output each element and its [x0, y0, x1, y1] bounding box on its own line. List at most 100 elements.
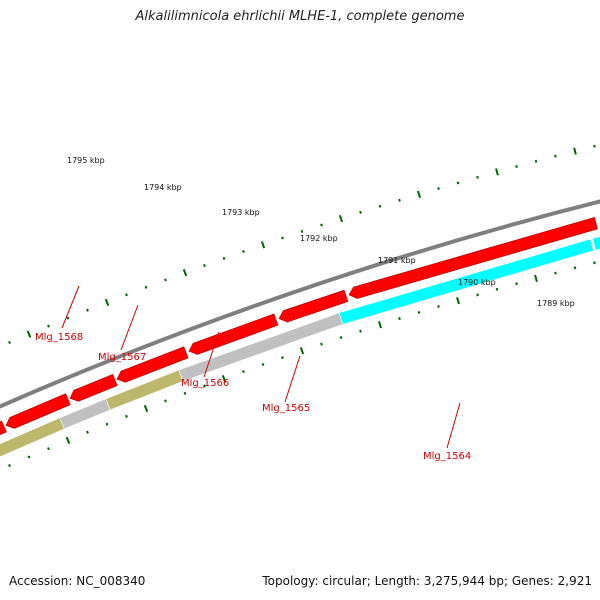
minor-tick [593, 144, 596, 148]
minor-tick [125, 293, 128, 297]
minor-tick [378, 204, 382, 208]
forward-gene-3 [69, 374, 118, 402]
gene-leader-line [61, 285, 80, 329]
forward-strand-track [0, 216, 598, 436]
minor-tick [554, 154, 557, 158]
minor-tick [554, 271, 557, 275]
minor-tick [476, 175, 479, 179]
major-tick [182, 268, 188, 277]
kbp-label: 1794 kbp [144, 183, 182, 192]
minor-tick [203, 263, 206, 267]
minor-tick [183, 391, 187, 395]
gene-leader-line [203, 331, 220, 378]
minor-tick [144, 285, 148, 289]
minor-tick [515, 165, 518, 168]
minor-tick [339, 336, 343, 340]
gene-callout-group: Mlg_1568 Mlg_1567 Mlg_1566 Mlg_1565 Mlg_1564 [35, 285, 471, 462]
minor-tick [359, 329, 362, 333]
minor-tick [8, 464, 11, 468]
forward-gene-1 [0, 420, 7, 436]
gene-leader-line [446, 402, 461, 449]
gene-leader-line [120, 304, 139, 351]
major-tick [143, 404, 149, 413]
minor-tick [105, 422, 109, 426]
minor-tick [86, 430, 89, 434]
minor-tick [47, 447, 50, 451]
minor-tick [515, 282, 518, 286]
major-tick [104, 298, 110, 307]
minor-tick [86, 308, 89, 312]
minor-tick [281, 236, 284, 240]
major-tick [495, 168, 499, 176]
forward-gene-2 [5, 393, 71, 429]
minor-tick [495, 287, 499, 291]
reverse-gene-3 [105, 369, 184, 411]
minor-tick [320, 342, 323, 346]
minor-tick [242, 249, 245, 254]
minor-tick [164, 278, 167, 282]
kbp-label: 1793 kbp [222, 208, 260, 217]
forward-gene-4 [116, 346, 189, 383]
minor-tick [300, 229, 304, 233]
minor-tick [476, 293, 479, 297]
forward-gene-7 [348, 216, 598, 299]
gene-label: Mlg_1568 [35, 332, 83, 343]
minor-tick [359, 210, 362, 214]
forward-gene-6 [278, 289, 349, 323]
kbp-label-group: 1795 kbp 1794 kbp 1793 kbp 1792 kbp 1791 kbp… [67, 156, 575, 308]
genome-title: Alkalilimnicola ehrlichii MLHE-1, comple… [135, 9, 465, 24]
minor-tick [417, 310, 421, 314]
major-tick [338, 214, 344, 223]
minor-tick [261, 362, 265, 367]
minor-tick [437, 305, 440, 308]
minor-tick [456, 181, 460, 185]
reverse-gene-5 [338, 238, 594, 325]
minor-tick [398, 198, 401, 202]
minor-tick [534, 159, 538, 163]
reverse-strand-track [0, 236, 600, 458]
minor-tick [47, 324, 50, 328]
major-tick [299, 347, 305, 355]
minor-tick [27, 455, 31, 459]
major-tick [456, 297, 460, 305]
forward-gene-5 [188, 313, 279, 355]
inner-tick-track [8, 261, 596, 468]
reverse-gene-6 [592, 236, 600, 251]
minor-tick [437, 187, 440, 191]
kbp-label: 1790 kbp [458, 278, 496, 287]
gene-label: Mlg_1564 [423, 451, 471, 462]
kbp-label: 1791 kbp [378, 256, 416, 265]
genome-backbone [0, 199, 600, 409]
outer-tick-track [8, 144, 596, 344]
genome-summary: Topology: circular; Length: 3,275,944 bp… [262, 574, 592, 588]
kbp-label: 1795 kbp [67, 156, 105, 165]
accession-label: Accession: NC_008340 [9, 574, 146, 588]
minor-tick [164, 399, 167, 403]
minor-tick [222, 256, 226, 260]
major-tick [573, 147, 577, 155]
minor-tick [593, 261, 596, 265]
major-tick [260, 241, 266, 249]
major-tick [221, 375, 227, 383]
major-tick [26, 330, 32, 338]
gene-label: Mlg_1567 [98, 352, 146, 363]
gene-leader-line [284, 355, 301, 403]
minor-tick [125, 414, 128, 418]
gene-label: Mlg_1566 [181, 378, 229, 389]
major-tick [377, 321, 383, 329]
major-tick [65, 436, 71, 444]
minor-tick [573, 266, 577, 270]
major-tick [417, 190, 421, 199]
minor-tick [203, 384, 206, 388]
gene-label: Mlg_1565 [262, 403, 310, 414]
minor-tick [281, 356, 284, 360]
minor-tick [320, 223, 323, 227]
major-tick [534, 274, 538, 282]
kbp-label: 1792 kbp [300, 234, 338, 243]
kbp-label: 1789 kbp [537, 299, 575, 308]
minor-tick [398, 317, 401, 321]
minor-tick [66, 316, 70, 320]
minor-tick [242, 370, 245, 374]
